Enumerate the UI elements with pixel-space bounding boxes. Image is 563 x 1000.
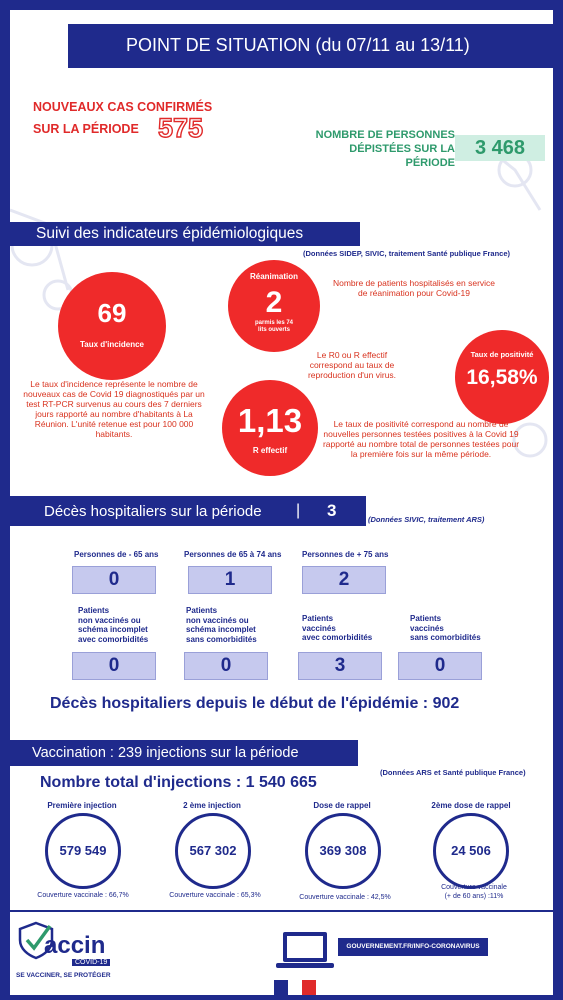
deaths-title: Décès hospitaliers sur la période bbox=[44, 503, 262, 520]
status-label-line: schéma incomplet bbox=[186, 625, 256, 634]
reanimation-note: Nombre de patients hospitalisés en servi… bbox=[332, 278, 496, 298]
reanimation-title: Réanimation bbox=[249, 272, 298, 281]
deaths-total: Décès hospitaliers depuis le début de l'… bbox=[50, 695, 460, 712]
status-label-line: Patients bbox=[410, 614, 442, 623]
incidence-note: Le taux d'incidence représente le nombre… bbox=[23, 379, 205, 439]
r-effective-label: R effectif bbox=[252, 446, 288, 455]
logo-sub: COVID-19 bbox=[72, 959, 111, 966]
logo-word: accin bbox=[44, 932, 106, 959]
r-effective-value: 1,13 bbox=[237, 402, 303, 439]
status-label-line: Patients bbox=[302, 614, 334, 623]
age-group-label: Personnes de + 75 ans bbox=[302, 550, 389, 559]
status-label-line: sans comorbidités bbox=[186, 634, 257, 644]
page-title: POINT DE SITUATION (du 07/11 au 13/11) bbox=[68, 24, 553, 68]
vaccination-coverage: Couverture vaccinale (+ de 60 ans) :11% bbox=[414, 884, 534, 901]
status-group-label: Patients vaccinés avec comorbidités bbox=[302, 614, 372, 643]
status-label-line: vaccinés bbox=[410, 623, 444, 633]
vaccination-item-label: Première injection bbox=[47, 801, 117, 810]
status-label-line: Patients bbox=[186, 606, 218, 615]
screened-value: 3 468 bbox=[455, 135, 545, 161]
positivity-value: 16,58% bbox=[466, 366, 538, 389]
age-group-value: 2 bbox=[302, 566, 386, 594]
incidence-label: Taux d'incidence bbox=[80, 340, 144, 349]
deaths-banner: Décès hospitaliers sur la période | 3 bbox=[10, 496, 366, 526]
gov-link[interactable]: GOUVERNEMENT.FR/INFO-CORONAVIRUS bbox=[338, 938, 488, 956]
vaccination-title: Vaccination : 239 injections sur la péri… bbox=[32, 745, 299, 761]
indicators-source: (Données SIDEP, SIVIC, traitement Santé … bbox=[303, 249, 510, 258]
new-cases-label: NOUVEAUX CAS CONFIRMÉS SUR LA PÉRIODE bbox=[33, 96, 212, 140]
status-label-line: non vaccinés ou bbox=[78, 615, 141, 625]
vaccination-item-value: 24 506 bbox=[433, 813, 509, 889]
logo-slogan: SE VACCINER, SE PROTÉGER bbox=[16, 972, 111, 979]
status-label-line: Patients bbox=[78, 606, 110, 615]
marianne-logo bbox=[274, 980, 316, 995]
status-label-line: avec comorbidités bbox=[78, 634, 149, 644]
vaccination-coverage: Couverture vaccinale : 42,5% bbox=[299, 894, 391, 901]
status-label-line: non vaccinés ou bbox=[186, 615, 249, 625]
vaccination-source: (Données ARS et Santé publique France) bbox=[380, 768, 526, 777]
screened-label: NOMBRE DE PERSONNES DÉPISTÉES SUR LA PÉR… bbox=[295, 128, 455, 170]
new-cases-label-line2: SUR LA PÉRIODE bbox=[33, 122, 139, 136]
vaccination-total: Nombre total d'injections : 1 540 665 bbox=[40, 774, 317, 791]
screened-label-line2: DÉPISTÉES SUR LA bbox=[349, 143, 455, 155]
vaccination-coverage-line: (+ de 60 ans) :11% bbox=[444, 892, 504, 900]
vaccination-item-value: 567 302 bbox=[175, 813, 251, 889]
reanimation-value: 2 bbox=[265, 286, 283, 319]
page-title-text: POINT DE SITUATION (du 07/11 au 13/11) bbox=[126, 35, 470, 55]
age-group-label: Personnes de 65 à 74 ans bbox=[184, 550, 282, 559]
status-group-label: Patients vaccinés sans comorbidités bbox=[410, 614, 481, 643]
status-group-value: 0 bbox=[398, 652, 482, 680]
vaccination-item-label: Dose de rappel bbox=[313, 801, 371, 810]
new-cases-value: 575 bbox=[157, 112, 204, 143]
vaccination-coverage-line: Couverture vaccinale bbox=[441, 884, 507, 891]
deaths-value: 3 bbox=[327, 501, 337, 520]
vaccination-banner: Vaccination : 239 injections sur la péri… bbox=[10, 740, 358, 766]
vaccination-coverage: Couverture vaccinale : 65,3% bbox=[169, 892, 261, 899]
age-group-label: Personnes de - 65 ans bbox=[74, 550, 159, 559]
incidence-circle: 69 Taux d'incidence bbox=[58, 272, 166, 380]
positivity-note: Le taux de positivité correspond au nomb… bbox=[322, 419, 520, 459]
age-group-value: 1 bbox=[188, 566, 272, 594]
age-group-value: 0 bbox=[72, 566, 156, 594]
shield-check-icon bbox=[18, 921, 54, 960]
reanimation-sub: parmis les 74 lits ouverts bbox=[254, 320, 294, 333]
deaths-separator: | bbox=[296, 502, 301, 519]
r-note: Le R0 ou R effectif correspond au taux d… bbox=[307, 350, 397, 380]
status-label-line: schéma incomplet bbox=[78, 625, 148, 634]
status-group-value: 0 bbox=[184, 652, 268, 680]
screened-label-line3: PÉRIODE bbox=[405, 157, 455, 169]
vaccin-logo: accin COVID-19 SE VACCINER, SE PROTÉGER bbox=[16, 920, 126, 982]
reanimation-circle: Réanimation 2 parmis les 74 lits ouverts bbox=[228, 260, 320, 352]
vaccination-item-value: 369 308 bbox=[305, 813, 381, 889]
laptop-icon bbox=[276, 932, 334, 968]
incidence-value: 69 bbox=[97, 298, 127, 328]
status-group-label: Patients non vaccinés ou schéma incomple… bbox=[186, 606, 257, 644]
new-cases-label-line1: NOUVEAUX CAS CONFIRMÉS bbox=[33, 100, 213, 114]
footer-divider bbox=[10, 910, 553, 912]
vaccination-item-label: 2ème dose de rappel bbox=[431, 801, 511, 810]
vaccination-item-value: 579 549 bbox=[45, 813, 121, 889]
positivity-title: Taux de positivité bbox=[470, 350, 534, 359]
screened-label-line1: NOMBRE DE PERSONNES bbox=[315, 129, 455, 141]
positivity-circle: Taux de positivité 16,58% bbox=[455, 330, 549, 424]
status-label-line: vaccinés bbox=[302, 623, 336, 633]
vaccination-coverage: Couverture vaccinale : 66,7% bbox=[37, 892, 129, 899]
indicators-banner: Suivi des indicateurs épidémiologiques bbox=[10, 222, 360, 246]
status-group-value: 0 bbox=[72, 652, 156, 680]
deaths-source: (Données SIVIC, traitement ARS) bbox=[368, 515, 485, 524]
indicators-title: Suivi des indicateurs épidémiologiques bbox=[36, 225, 304, 242]
infographic-panel: POINT DE SITUATION (du 07/11 au 13/11) N… bbox=[10, 10, 553, 995]
r-effective-circle: 1,13 R effectif bbox=[222, 380, 318, 476]
status-group-label: Patients non vaccinés ou schéma incomple… bbox=[78, 606, 148, 644]
vaccination-item-label: 2 ème injection bbox=[183, 801, 241, 810]
status-label-line: avec comorbidités bbox=[302, 633, 373, 642]
status-group-value: 3 bbox=[298, 652, 382, 680]
status-label-line: sans comorbidités bbox=[410, 633, 481, 642]
